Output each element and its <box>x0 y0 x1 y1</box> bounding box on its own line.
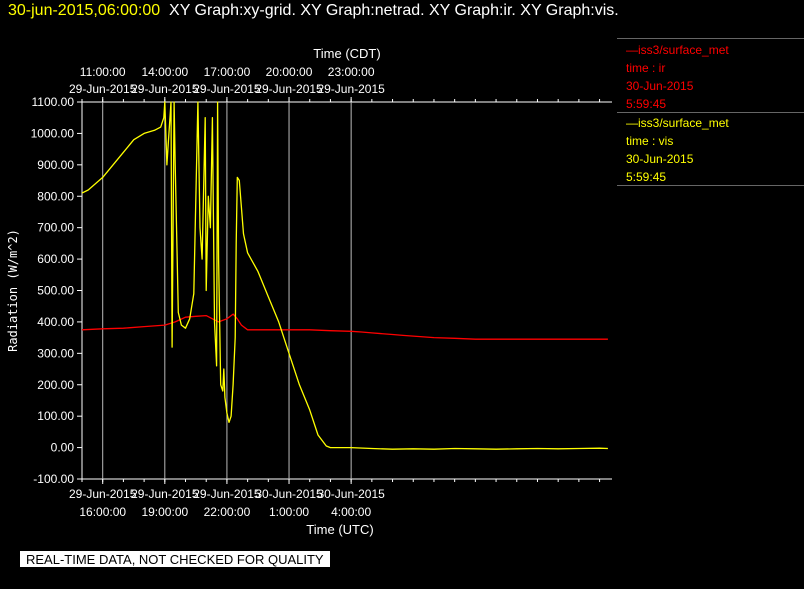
y-tick-label: 400.00 <box>37 315 74 329</box>
header: 30-jun-2015,06:00:00 XY Graph:xy-grid. X… <box>8 2 619 20</box>
x-tick-label-time: 16:00:00 <box>79 505 126 519</box>
bottom-axis-title: Time (UTC) <box>306 522 373 537</box>
legend-variable: time : vis <box>626 134 674 148</box>
y-axis-title: Radiation (W/m^2) <box>6 229 20 352</box>
x-tick-label-date: 29-Jun-2015 <box>69 487 137 501</box>
legend-source: —iss3/surface_met <box>626 116 729 130</box>
header-date: 30-jun-2015,06:00:00 <box>8 2 161 19</box>
y-tick-label: 100.00 <box>37 409 74 423</box>
top-tick-label-time: 23:00:00 <box>328 65 375 79</box>
x-tick-label-date: 30-Jun-2015 <box>317 487 385 501</box>
y-tick-label: 600.00 <box>37 252 74 266</box>
series-line-1 <box>81 101 608 450</box>
x-tick-label-time: 4:00:00 <box>331 505 371 519</box>
y-tick-label: 500.00 <box>37 284 74 298</box>
x-tick-label-date: 29-Jun-2015 <box>193 487 261 501</box>
series-line-0 <box>81 313 608 340</box>
x-tick-label-time: 22:00:00 <box>204 505 251 519</box>
y-tick-label: 0.00 <box>51 441 75 455</box>
y-tick-label: 1100.00 <box>32 95 75 109</box>
x-tick-label-time: 19:00:00 <box>141 505 188 519</box>
legend-source: —iss3/surface_met <box>626 43 729 57</box>
y-tick-label: 300.00 <box>37 346 74 360</box>
y-tick-label: 900.00 <box>37 158 74 172</box>
top-tick-label-time: 11:00:00 <box>80 65 126 79</box>
top-tick-label-time: 20:00:00 <box>266 65 313 79</box>
top-tick-label-date: 29-Jun-2015 <box>131 82 199 96</box>
legend-rule-top <box>617 38 804 39</box>
legend-time: 5:59:45 <box>626 97 667 111</box>
disclaimer-banner: REAL-TIME DATA, NOT CHECKED FOR QUALITY <box>20 551 330 567</box>
legend-variable: time : ir <box>626 61 666 75</box>
top-axis-title: Time (CDT) <box>313 46 380 61</box>
legend-date: 30-Jun-2015 <box>626 79 694 93</box>
legend-entry-vis: —iss3/surface_met time : vis 30-Jun-2015… <box>626 114 729 186</box>
legend-date: 30-Jun-2015 <box>626 152 694 166</box>
legend-time: 5:59:45 <box>626 170 667 184</box>
top-tick-label-date: 29-Jun-2015 <box>69 82 137 96</box>
legend-rule-middle <box>617 112 804 113</box>
x-tick-label-time: 1:00:00 <box>269 505 309 519</box>
y-tick-label: 1000.00 <box>31 126 75 140</box>
y-tick-label: 700.00 <box>37 221 74 235</box>
top-tick-label-date: 29-Jun-2015 <box>255 82 323 96</box>
legend-rule-bottom <box>617 185 804 186</box>
x-tick-label-date: 29-Jun-2015 <box>131 487 199 501</box>
top-tick-label-date: 29-Jun-2015 <box>317 82 385 96</box>
header-graph-list: XY Graph:xy-grid. XY Graph:netrad. XY Gr… <box>169 2 619 19</box>
y-tick-label: 800.00 <box>37 189 74 203</box>
top-tick-label-time: 14:00:00 <box>141 65 188 79</box>
top-tick-label-time: 17:00:00 <box>204 65 251 79</box>
y-tick-label: -100.00 <box>33 472 74 486</box>
top-tick-label-date: 29-Jun-2015 <box>193 82 261 96</box>
y-tick-label: 200.00 <box>37 378 74 392</box>
x-tick-label-date: 30-Jun-2015 <box>255 487 323 501</box>
legend-entry-ir: —iss3/surface_met time : ir 30-Jun-2015 … <box>626 41 729 113</box>
